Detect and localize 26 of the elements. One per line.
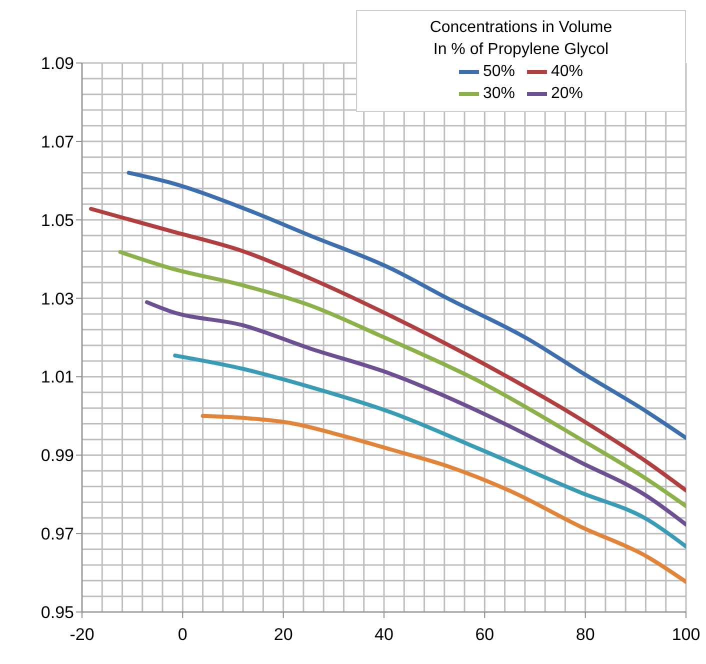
y-tick-label: 1.03: [40, 289, 74, 308]
y-tick-label: 0.99: [40, 446, 74, 466]
legend-title: Concentrations in Volume In % of Propylene Glycol: [428, 18, 614, 60]
y-tick-label: 1.07: [40, 132, 74, 152]
line-series: [89, 206, 686, 492]
y-tick-label: 0.97: [40, 524, 74, 544]
legend-label: 30%: [482, 84, 515, 104]
y-tick-label: 0.95: [40, 603, 74, 622]
x-tick-label: -20: [70, 625, 94, 644]
x-tick-label: 100: [672, 625, 700, 644]
x-tick-label: 20: [274, 625, 293, 644]
line-series: [126, 170, 686, 440]
y-tick-label: 1.09: [40, 54, 74, 74]
line-series: [173, 354, 686, 549]
y-tick-label: 1.05: [40, 210, 74, 230]
x-tick-label: 80: [576, 625, 595, 644]
y-tick-label: 1.01: [40, 368, 74, 387]
line-series: [200, 414, 686, 584]
legend-label: 50%: [482, 62, 515, 82]
line-series: [144, 300, 686, 527]
line-series: [118, 250, 686, 508]
legend-label: 40%: [551, 62, 584, 82]
x-tick-label: 0: [178, 625, 188, 644]
legend-label: 20%: [551, 84, 584, 104]
x-tick-label: 40: [374, 625, 394, 644]
x-tick-label: 60: [475, 625, 494, 644]
